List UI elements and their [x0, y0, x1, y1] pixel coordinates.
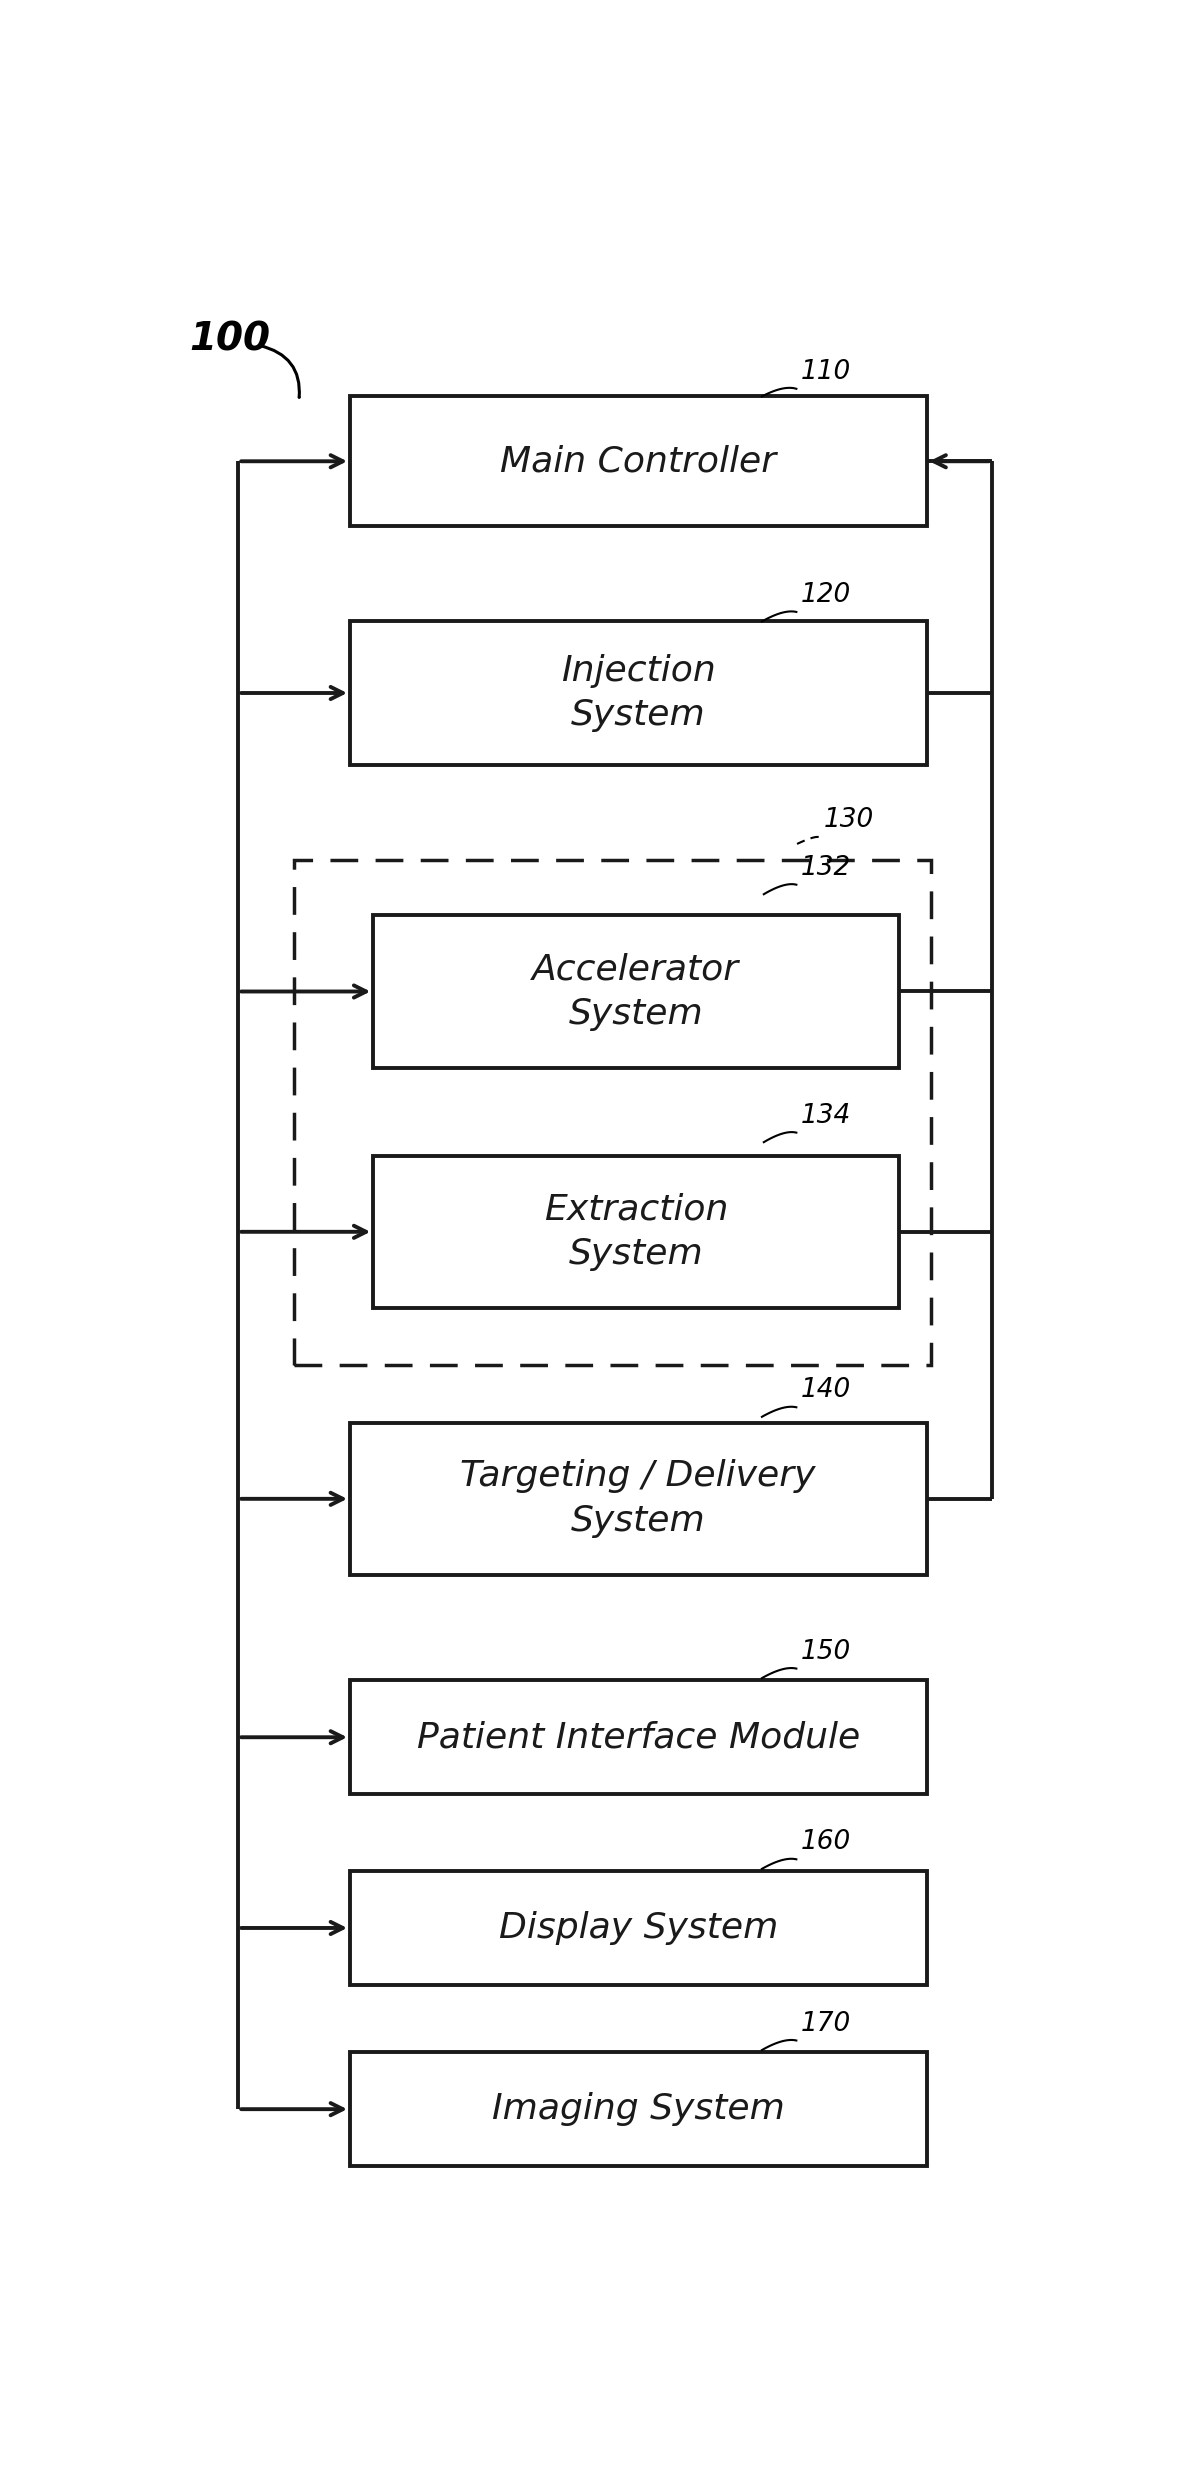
Text: Patient Interface Module: Patient Interface Module — [416, 1719, 860, 1754]
Bar — [350, 1679, 926, 1793]
Text: 120: 120 — [802, 582, 851, 609]
Text: Targeting / Delivery
System: Targeting / Delivery System — [461, 1459, 816, 1538]
Text: 134: 134 — [802, 1102, 851, 1130]
Text: 100: 100 — [190, 320, 270, 359]
Text: 150: 150 — [802, 1640, 851, 1665]
Bar — [350, 1870, 926, 1984]
Bar — [350, 622, 926, 765]
Text: 110: 110 — [802, 359, 851, 384]
Text: 132: 132 — [802, 855, 851, 882]
Text: 130: 130 — [823, 808, 874, 832]
Text: Main Controller: Main Controller — [500, 443, 776, 478]
Bar — [350, 396, 926, 525]
Bar — [350, 1422, 926, 1575]
Text: Display System: Display System — [498, 1910, 778, 1944]
FancyArrowPatch shape — [259, 344, 299, 396]
Bar — [373, 914, 899, 1068]
Text: 170: 170 — [802, 2011, 851, 2036]
Text: Extraction
System: Extraction System — [544, 1191, 728, 1271]
Text: Accelerator
System: Accelerator System — [533, 951, 739, 1030]
Bar — [373, 1154, 899, 1308]
Bar — [294, 860, 931, 1365]
Text: Imaging System: Imaging System — [492, 2093, 785, 2125]
Text: 140: 140 — [802, 1377, 851, 1404]
Text: 160: 160 — [802, 1831, 851, 1855]
Text: Injection
System: Injection System — [560, 654, 715, 733]
Bar — [350, 2051, 926, 2167]
